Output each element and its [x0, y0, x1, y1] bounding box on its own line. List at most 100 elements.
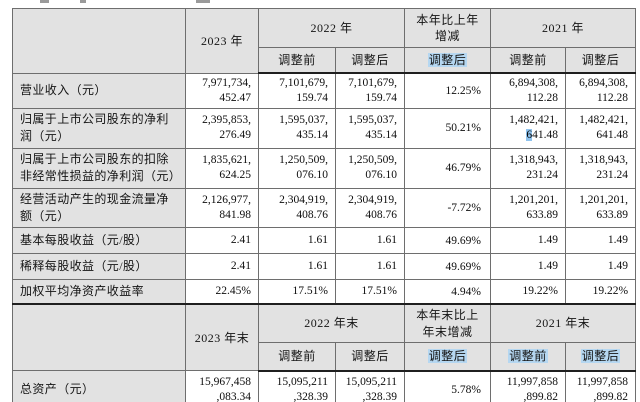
value-cell: 1,201,201, 633.89	[490, 187, 567, 229]
financial-summary-table: 2023 年 2022 年 本年比上年 增减 2021 年 调整前 调整后 调整…	[12, 8, 637, 402]
table-row: 2023 年 2022 年 本年比上年 增减 2021 年	[12, 8, 637, 74]
value-cell: 17.51%	[334, 279, 406, 306]
header-adj-before-2022-end: 调整前	[258, 341, 336, 372]
value-cell: 1.61	[258, 227, 336, 255]
value-cell: 1.49	[565, 253, 637, 281]
corner-empty-cell-2	[12, 303, 186, 372]
value-cell: 1,201,201, 633.89	[565, 187, 637, 229]
header-yearend-2023: 2023 年末	[185, 303, 259, 372]
value-cell: 2,126,977, 841.98	[185, 187, 259, 229]
header-yearend-2022: 2022 年末	[257, 303, 406, 343]
row-label: 营业收入（元）	[12, 72, 186, 109]
row-label: 经营活动产生的现金流量净额（元）	[12, 187, 186, 229]
percent-cell: 50.21%	[404, 108, 492, 149]
value-cell: 2.41	[185, 253, 259, 281]
value-cell: 22.45%	[185, 279, 259, 306]
percent-cell: -7.72%	[404, 187, 492, 229]
value-cell: 7,101,679, 159.74	[334, 72, 406, 109]
header-adj-before-2022: 调整前	[258, 47, 336, 74]
header-yearend-2021: 2021 年末	[490, 303, 637, 343]
corner-empty-cell	[12, 8, 186, 74]
selection-highlight: 调整前	[508, 349, 548, 364]
table-row: 经营活动产生的现金流量净额（元） 2,126,977, 841.98 2,304,…	[12, 187, 637, 229]
value-cell: 2,304,919, 408.76	[258, 187, 336, 229]
value-cell: 17.51%	[258, 279, 336, 306]
value-cell: 7,101,679, 159.74	[258, 72, 336, 109]
value-cell: 19.22%	[565, 279, 637, 306]
percent-cell: 4.94%	[404, 279, 492, 306]
selection-highlight: 调整后	[427, 349, 468, 364]
header-year-2021: 2021 年	[490, 8, 637, 48]
value-cell: 6,894,308, 112.28	[565, 72, 637, 109]
percent-cell: 49.69%	[404, 227, 492, 255]
header-adj-after-2021: 调整后	[565, 47, 637, 74]
value-cell-with-highlight: 1,482,421, 641.48	[490, 108, 567, 149]
value-cell: 1,250,509, 076.10	[258, 147, 336, 189]
selection-highlight: 调整后	[427, 52, 468, 67]
row-label: 基本每股收益（元/股）	[12, 227, 186, 255]
header-change-line1: 本年比上年	[416, 12, 479, 27]
header-change-line2: 增减	[435, 29, 461, 43]
header-adj-before-2021-end: 调整前	[490, 341, 567, 372]
value-cell: 15,967,458,083.34	[185, 370, 259, 402]
value-cell: 2,304,919, 408.76	[334, 187, 406, 229]
percent-cell: 46.79%	[404, 147, 492, 189]
clipped-text-artifact	[196, 0, 210, 3]
value-cell: 1,250,509, 076.10	[334, 147, 406, 189]
table-row: 调整前 调整后 调整后 调整前 调整后	[13, 47, 637, 74]
value-cell: 1,835,621, 624.25	[185, 147, 259, 189]
header-adj-after-2021-end: 调整后	[565, 341, 637, 372]
value-cell: 2.41	[185, 227, 259, 255]
table-row: 总资产（元） 15,967,458,083.34 15,095,211,328.…	[12, 370, 637, 402]
clipped-text-artifact	[40, 0, 49, 3]
value-cell: 11,997,858,899.82	[490, 370, 567, 402]
header-change-line1: 本年末比上	[416, 308, 479, 323]
value-cell: 1,595,037, 435.14	[258, 108, 336, 149]
value-cell: 1.61	[334, 227, 406, 255]
value-cell: 1,318,943, 231.24	[490, 147, 567, 189]
header-adj-after-2022: 调整后	[334, 47, 406, 74]
value-cell: 1.61	[334, 253, 406, 281]
row-label: 加权平均净资产收益率	[12, 279, 186, 306]
table-row: 2023 年末 2022 年末 本年末比上 年末增减 2021 年末	[12, 303, 637, 372]
value-cell: 2,395,853, 276.49	[185, 108, 259, 149]
percent-cell: 49.69%	[404, 253, 492, 281]
selection-highlight: 调整后	[580, 349, 621, 364]
highlighted-digit: 6	[526, 129, 533, 142]
value-cell: 1,482,421, 641.48	[565, 108, 637, 149]
value-cell: 11,997,858,899.82	[565, 370, 637, 402]
header-adj-after-2022-end: 调整后	[334, 341, 406, 372]
table-row: 归属于上市公司股东的扣除非经常性损益的净利润（元） 1,835,621, 624.…	[12, 147, 637, 189]
value-cell: 6,894,308, 112.28	[490, 72, 567, 109]
value-cell: 1.49	[490, 227, 567, 255]
header-year-2022: 2022 年	[257, 8, 406, 48]
value-cell: 15,095,211,328.39	[258, 370, 336, 402]
header-adj-before-2021: 调整前	[490, 47, 567, 74]
value-cell: 19.22%	[490, 279, 567, 306]
header-change-yearend: 本年末比上 年末增减	[404, 303, 492, 343]
clipped-text-artifact	[80, 0, 86, 3]
header-change-yoy: 本年比上年 增减	[404, 8, 492, 48]
value-cell: 1,595,037, 435.14	[334, 108, 406, 149]
table-row: 基本每股收益（元/股） 2.41 1.61 1.61 49.69% 1.49 1…	[12, 227, 637, 255]
value-cell: 1,318,943, 231.24	[565, 147, 637, 189]
header-change-line2: 年末增减	[422, 324, 473, 339]
row-label: 归属于上市公司股东的净利润（元）	[12, 108, 186, 149]
table-row: 调整前 调整后 调整后 调整前 调整后	[13, 341, 637, 372]
percent-cell: 12.25%	[404, 72, 492, 109]
row-label: 稀释每股收益（元/股）	[12, 253, 186, 281]
header-year-2023: 2023 年	[185, 8, 259, 74]
value-cell: 15,095,211,328.39	[334, 370, 406, 402]
table-row: 归属于上市公司股东的净利润（元） 2,395,853, 276.49 1,595,…	[12, 108, 637, 149]
value-cell: 1.49	[490, 253, 567, 281]
percent-cell: 5.78%	[404, 370, 492, 402]
table-row: 稀释每股收益（元/股） 2.41 1.61 1.61 49.69% 1.49 1…	[12, 253, 637, 281]
header-adj-after-change-end: 调整后	[404, 341, 492, 372]
value-cell: 7,971,734, 452.47	[185, 72, 259, 109]
row-label: 总资产（元）	[12, 370, 186, 402]
table-row: 加权平均净资产收益率 22.45% 17.51% 17.51% 4.94% 19…	[12, 279, 637, 306]
table-row: 营业收入（元） 7,971,734, 452.47 7,101,679, 159.7…	[12, 72, 637, 109]
value-cell: 1.49	[565, 227, 637, 255]
header-adj-after-change: 调整后	[404, 47, 492, 74]
